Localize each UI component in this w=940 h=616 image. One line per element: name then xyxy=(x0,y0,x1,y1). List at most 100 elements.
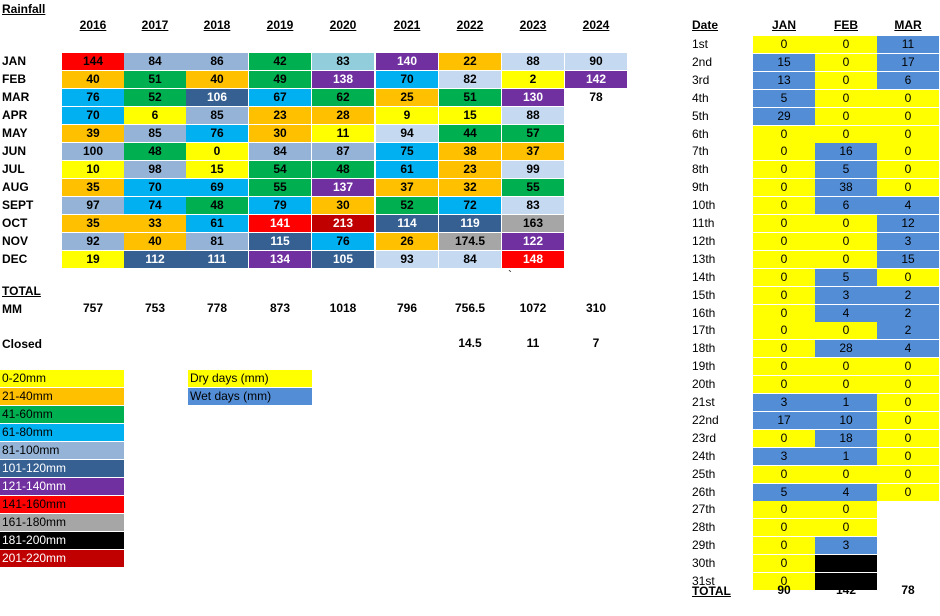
daily-cell: 0 xyxy=(753,573,815,590)
daily-cell: 4 xyxy=(877,340,939,358)
closed-value xyxy=(186,335,248,352)
day-label: 19th xyxy=(692,359,716,374)
day-label: 8th xyxy=(692,162,709,177)
rainfall-cell: 55 xyxy=(249,179,311,196)
daily-cell: 0 xyxy=(815,322,877,340)
daily-cell: 0 xyxy=(815,36,877,53)
rainfall-cell: 15 xyxy=(439,107,501,124)
daily-cell: 0 xyxy=(753,555,815,573)
daily-cell: 0 xyxy=(815,519,877,537)
rainfall-cell: 78 xyxy=(565,89,627,106)
legend-item: 161-180mm xyxy=(0,514,124,531)
daily-cell: 0 xyxy=(877,161,939,179)
rainfall-cell: 174.5 xyxy=(439,233,501,250)
daily-cell: 2 xyxy=(877,322,939,340)
daily-cell: 0 xyxy=(815,107,877,125)
day-label: 18th xyxy=(692,341,716,356)
legend-item: 101-120mm xyxy=(0,460,124,477)
mm-label: MM xyxy=(2,302,22,316)
rainfall-cell xyxy=(565,161,627,178)
rainfall-cell: 35 xyxy=(62,179,124,196)
day-label: 15th xyxy=(692,287,716,302)
rainfall-cell: 140 xyxy=(376,53,438,70)
rainfall-cell: 10 xyxy=(62,161,124,178)
daily-cell: 0 xyxy=(877,376,939,394)
daily-cell: 17 xyxy=(753,411,815,429)
rainfall-cell: 84 xyxy=(124,53,186,70)
rainfall-cell: 44 xyxy=(439,125,501,142)
closed-value xyxy=(376,335,438,352)
daily-cell: 13 xyxy=(753,71,815,89)
date-header: Date xyxy=(692,18,719,32)
daily-cell: 0 xyxy=(753,36,815,53)
legend-item: 201-220mm xyxy=(0,550,124,567)
rainfall-cell: 122 xyxy=(502,233,564,250)
rainfall-cell: 70 xyxy=(376,71,438,88)
day-label: 7th xyxy=(692,144,709,159)
rainfall-cell: 23 xyxy=(439,161,501,178)
closed-value: 7 xyxy=(592,336,600,350)
month-label: MAY xyxy=(2,126,28,140)
daily-cell: 0 xyxy=(877,125,939,143)
daily-cell: 5 xyxy=(753,89,815,107)
month-label: JUN xyxy=(2,144,27,158)
year-header: 2021 xyxy=(393,18,421,32)
rainfall-cell: 86 xyxy=(186,53,248,70)
rainfall-cell: 141 xyxy=(249,215,311,232)
daily-cell: 3 xyxy=(753,394,815,411)
daily-cell: 1 xyxy=(815,447,877,465)
daily-cell: 11 xyxy=(877,36,939,53)
rainfall-cell: 2 xyxy=(502,71,564,88)
rainfall-cell: 26 xyxy=(376,233,438,250)
day-label: 21st xyxy=(692,395,715,409)
daily-cell: 0 xyxy=(877,483,939,501)
rainfall-cell xyxy=(565,233,627,250)
day-label: 17th xyxy=(692,323,716,338)
annual-total: 1072 xyxy=(519,301,547,315)
month-label: JAN xyxy=(2,54,27,68)
legend-item: 0-20mm xyxy=(0,370,124,387)
rainfall-cell: 111 xyxy=(186,251,248,268)
legend-item: 141-160mm xyxy=(0,496,124,513)
rainfall-cell: 51 xyxy=(439,89,501,106)
annual-total: 796 xyxy=(396,301,418,315)
rainfall-cell: 61 xyxy=(376,161,438,178)
rainfall-cell: 114 xyxy=(376,215,438,232)
daily-cell: 0 xyxy=(753,197,815,215)
day-label: 6th xyxy=(692,126,709,141)
rainfall-cell: 138 xyxy=(312,71,374,88)
rainfall-cell: 84 xyxy=(439,251,501,268)
daily-cell: 0 xyxy=(753,286,815,304)
rainfall-cell: 39 xyxy=(62,125,124,142)
rainfall-cell: 98 xyxy=(124,161,186,178)
rainfall-cell: 19 xyxy=(62,251,124,268)
rainfall-cell: 85 xyxy=(124,125,186,142)
day-label: 23rd xyxy=(692,430,717,445)
day-label: 3rd xyxy=(692,72,710,87)
rainfall-cell: 97 xyxy=(62,197,124,214)
rainfall-cell: 52 xyxy=(376,197,438,214)
daily-cell: 0 xyxy=(877,268,939,286)
rainfall-cell: 67 xyxy=(249,89,311,106)
daily-cell: 0 xyxy=(753,304,815,322)
daily-cell: 0 xyxy=(815,250,877,268)
daily-cell: 2 xyxy=(877,304,939,322)
rainfall-cell: 79 xyxy=(249,197,311,214)
daily-cell: 0 xyxy=(753,429,815,447)
rainfall-cell: 130 xyxy=(502,89,564,106)
rainfall-cell: 48 xyxy=(186,197,248,214)
daily-cell: 0 xyxy=(753,376,815,394)
daily-cell: 0 xyxy=(815,53,877,71)
legend-item: 181-200mm xyxy=(0,532,124,549)
rainfall-cell: 76 xyxy=(312,233,374,250)
rainfall-cell: 48 xyxy=(124,143,186,160)
rainfall-cell: 37 xyxy=(502,143,564,160)
day-label: 28th xyxy=(692,520,716,535)
daily-cell: 0 xyxy=(753,143,815,161)
rainfall-cell: 105 xyxy=(312,251,374,268)
rainfall-cell: 88 xyxy=(502,107,564,124)
year-header: 2016 xyxy=(79,18,107,32)
daily-cell: 2 xyxy=(877,286,939,304)
annual-total: 310 xyxy=(585,301,607,315)
rainfall-cell: 112 xyxy=(124,251,186,268)
